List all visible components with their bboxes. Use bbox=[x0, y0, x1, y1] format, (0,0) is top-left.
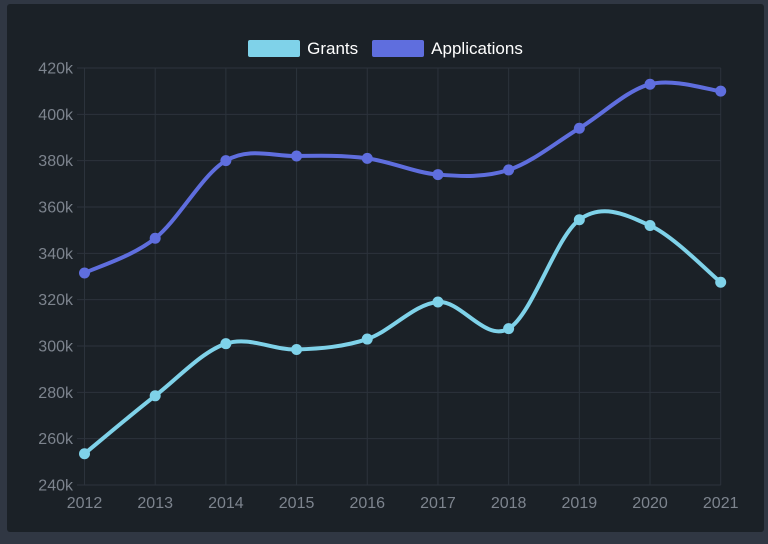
x-tick-label: 2019 bbox=[562, 495, 598, 512]
line-chart[interactable]: 240k 260k 280k 300k 320k 340k 360k 380k 400k 420k… bbox=[7, 4, 764, 532]
x-tick-label: 2020 bbox=[632, 495, 668, 512]
y-tick-label: 300k bbox=[38, 339, 74, 356]
x-tick-label: 2012 bbox=[67, 495, 103, 512]
applications-point-2013[interactable] bbox=[149, 232, 161, 244]
y-tick-label: 320k bbox=[38, 292, 74, 309]
grants-line-series bbox=[82, 209, 723, 456]
grants-legend-label: Grants bbox=[307, 39, 359, 58]
chart-legend: Grants Applications bbox=[7, 40, 764, 57]
y-tick-label: 380k bbox=[38, 153, 74, 170]
applications-point-2018[interactable] bbox=[503, 164, 515, 176]
applications-line-series bbox=[82, 80, 723, 276]
grants-point-2014[interactable] bbox=[220, 338, 232, 350]
grants-legend-swatch-icon bbox=[248, 40, 301, 57]
grants-point-2020[interactable] bbox=[644, 220, 656, 232]
grants-point-2019[interactable] bbox=[573, 214, 585, 226]
applications-point-2014[interactable] bbox=[220, 155, 232, 167]
applications-point-2021[interactable] bbox=[715, 85, 727, 97]
grants-point-2017[interactable] bbox=[432, 296, 444, 308]
applications-point-2020[interactable] bbox=[644, 78, 656, 90]
legend-item-grants[interactable]: Grants bbox=[248, 40, 358, 57]
x-tick-label: 2015 bbox=[279, 495, 315, 512]
grants-point-2012[interactable] bbox=[79, 448, 90, 460]
y-tick-label: 260k bbox=[38, 431, 74, 448]
x-tick-label: 2013 bbox=[137, 495, 173, 512]
x-tick-label: 2018 bbox=[491, 495, 527, 512]
applications-point-2019[interactable] bbox=[573, 122, 585, 134]
x-tick-label: 2016 bbox=[349, 495, 385, 512]
grants-point-2015[interactable] bbox=[291, 343, 303, 355]
applications-point-2012[interactable] bbox=[79, 267, 90, 279]
grants-point-2018[interactable] bbox=[503, 323, 515, 335]
applications-legend-label: Applications bbox=[431, 39, 523, 58]
y-tick-label: 420k bbox=[38, 61, 74, 78]
applications-point-2015[interactable] bbox=[291, 150, 303, 162]
grants-point-2016[interactable] bbox=[361, 333, 373, 345]
y-tick-label: 340k bbox=[38, 246, 74, 263]
applications-point-2016[interactable] bbox=[361, 152, 373, 164]
applications-point-2017[interactable] bbox=[432, 169, 444, 181]
y-tick-label: 400k bbox=[38, 107, 74, 124]
chart-panel: 240k 260k 280k 300k 320k 340k 360k 380k 400k 420k… bbox=[7, 4, 764, 532]
y-tick-label: 240k bbox=[38, 478, 74, 495]
applications-legend-swatch-icon bbox=[372, 40, 425, 57]
legend-item-applications[interactable]: Applications bbox=[372, 40, 523, 57]
y-tick-label: 280k bbox=[38, 385, 74, 402]
x-tick-label: 2014 bbox=[208, 495, 244, 512]
grants-point-2021[interactable] bbox=[715, 276, 727, 288]
x-tick-label: 2017 bbox=[420, 495, 456, 512]
y-tick-label: 360k bbox=[38, 200, 74, 217]
x-tick-label: 2021 bbox=[703, 495, 739, 512]
grants-point-2013[interactable] bbox=[149, 390, 161, 402]
